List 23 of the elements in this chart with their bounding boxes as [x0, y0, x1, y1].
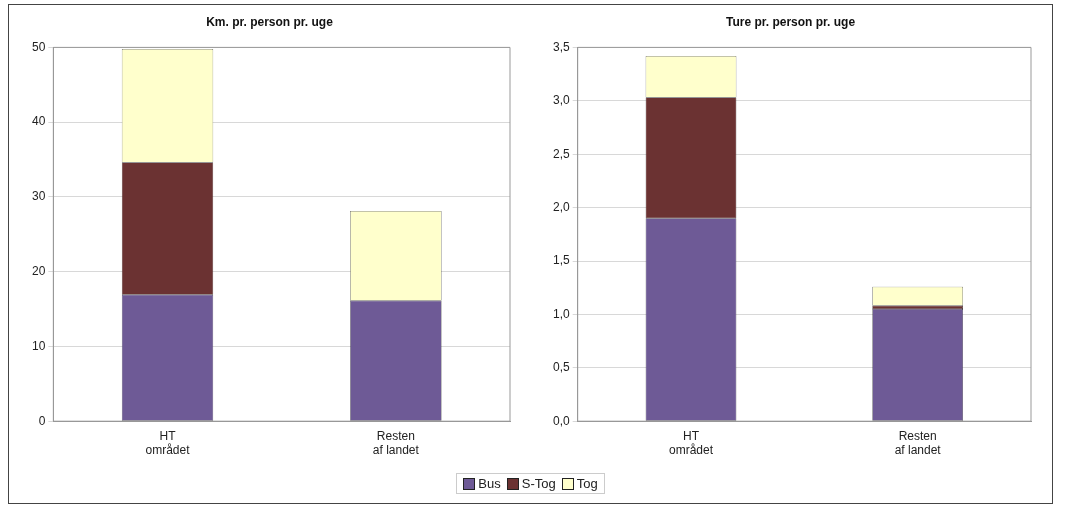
y-tick-label: 2,0	[552, 199, 570, 214]
y-tick-label: 1,0	[552, 306, 570, 321]
legend-label: Bus	[478, 476, 501, 491]
y-tick-label: 3,5	[552, 39, 570, 54]
legend-label: Tog	[576, 476, 598, 491]
x-tick-label: HT området	[145, 428, 191, 458]
chart-title: Km. pr. person pr. uge	[206, 14, 334, 29]
x-tick-label: HT området	[669, 428, 714, 458]
x-tick-label: Resten af landet	[894, 428, 942, 458]
x-tick-label: Resten af landet	[372, 428, 420, 458]
y-tick-label: 0,0	[552, 413, 570, 428]
y-tick-label: 2,5	[552, 146, 570, 161]
y-tick-label: 0,5	[552, 360, 570, 375]
chart-title: Ture pr. person pr. uge	[725, 14, 856, 29]
y-tick-label: 3,0	[552, 93, 570, 108]
y-tick-label: 20	[31, 263, 46, 278]
y-tick-label: 1,5	[552, 253, 570, 268]
y-tick-label: 10	[31, 338, 46, 353]
y-tick-label: 0	[38, 413, 46, 428]
y-tick-label: 30	[31, 189, 46, 204]
legend-label: S-Tog	[521, 476, 556, 491]
y-tick-label: 40	[31, 114, 46, 129]
y-tick-label: 50	[31, 39, 46, 54]
